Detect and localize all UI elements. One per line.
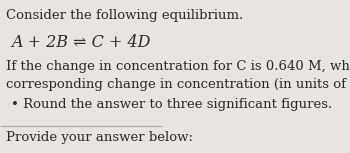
Text: Consider the following equilibrium.: Consider the following equilibrium. <box>6 9 244 22</box>
Text: If the change in concentration for C is 0.640 M, what will be the: If the change in concentration for C is … <box>6 60 350 73</box>
Text: • Round the answer to three significant figures.: • Round the answer to three significant … <box>11 97 332 110</box>
Text: A + 2B ⇌ C + 4D: A + 2B ⇌ C + 4D <box>12 34 151 51</box>
Text: corresponding change in concentration (in units of molarity) for D?: corresponding change in concentration (i… <box>6 78 350 91</box>
Text: Provide your answer below:: Provide your answer below: <box>6 131 193 144</box>
